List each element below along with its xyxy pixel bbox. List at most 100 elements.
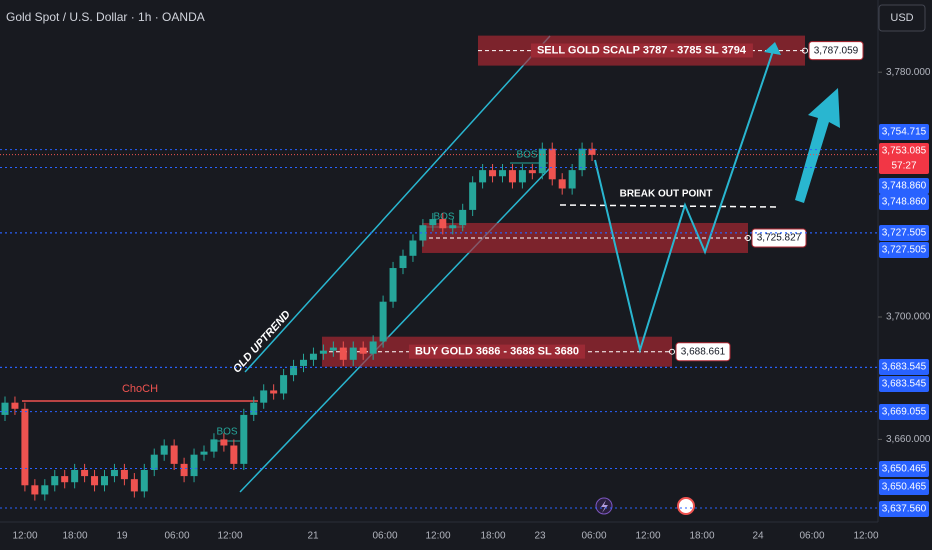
- level-label: 3,669.055: [882, 407, 927, 418]
- candle-body: [210, 439, 218, 452]
- candle-body: [429, 219, 437, 226]
- x-tick-label: 18:00: [62, 531, 87, 542]
- candle-body: [349, 347, 357, 360]
- candle-body: [518, 170, 526, 183]
- zone-price-box: [751, 228, 807, 248]
- zone-text: BUY GOLD 3686 - 3688 SL 3680: [415, 346, 579, 358]
- candle-body: [180, 463, 188, 477]
- y-tick-label: 3,780.000: [886, 67, 931, 78]
- level-box: [879, 225, 929, 241]
- level-label: 3,748.860: [882, 181, 927, 192]
- candle-body: [200, 451, 208, 455]
- candle-body: [190, 454, 198, 477]
- candle-body: [528, 170, 536, 174]
- candle-body: [270, 390, 278, 394]
- level-label: 3,754.715: [882, 127, 927, 138]
- level-box: [879, 479, 929, 495]
- level-label: 3,683.545: [882, 362, 927, 373]
- candle-body: [578, 148, 586, 171]
- level-box: [879, 124, 929, 140]
- candle-body: [81, 469, 89, 477]
- candle-body: [489, 170, 497, 177]
- candle-body: [170, 445, 178, 464]
- zone-price: 3,688.661: [681, 346, 726, 357]
- candle-body: [309, 353, 317, 360]
- candle-body: [439, 219, 447, 229]
- candle-body: [91, 476, 99, 486]
- candle-body: [260, 390, 268, 403]
- level-box: [879, 242, 929, 258]
- level-label: 3,727.505: [882, 245, 927, 256]
- x-tick-label: 12:00: [217, 531, 242, 542]
- level-label: 3,727.505: [882, 228, 927, 239]
- candle-body: [409, 240, 417, 256]
- x-tick-label: 12:00: [425, 531, 450, 542]
- candle-body: [558, 179, 566, 189]
- zone-text-bg: [408, 344, 586, 359]
- candle-body: [399, 255, 407, 269]
- currency-button[interactable]: [878, 4, 926, 32]
- bos-label: BOS: [516, 150, 537, 161]
- candle-body: [499, 170, 506, 177]
- x-tick-label: 06:00: [372, 531, 397, 542]
- candle-body: [51, 476, 59, 486]
- bos-label: BOS: [433, 212, 454, 223]
- candle-body: [538, 148, 546, 174]
- currency[interactable]: USD: [890, 12, 913, 24]
- breakout-line: [559, 204, 779, 208]
- candle-body: [359, 347, 367, 354]
- zone-price-box: [808, 41, 864, 61]
- candle-body: [379, 301, 387, 342]
- candle-body: [319, 350, 327, 354]
- candle-body: [110, 469, 118, 477]
- candle-body: [250, 402, 258, 415]
- trend-label: OLD UPTREND: [231, 308, 293, 375]
- candle-body: [31, 485, 39, 495]
- candle-body: [548, 148, 556, 180]
- zone-text-bg: [530, 43, 753, 58]
- candle-body: [280, 375, 288, 394]
- candle-body: [230, 445, 238, 464]
- chart-title: Gold Spot / U.S. Dollar · 1h · OANDA: [6, 10, 205, 24]
- bos-label: BOS: [216, 427, 237, 438]
- breakout-label: BREAK OUT POINT: [620, 189, 713, 200]
- candle-body: [150, 454, 158, 470]
- candle-body: [101, 476, 108, 486]
- zone-price: 3,725.827: [757, 233, 802, 244]
- level-box: [879, 501, 929, 517]
- candle-body: [508, 170, 516, 183]
- choch-label: ChoCH: [122, 383, 158, 395]
- level-box: [879, 359, 929, 375]
- candle-body: [61, 476, 69, 483]
- x-tick-label: 23: [534, 531, 546, 542]
- candle-body: [130, 479, 138, 492]
- x-tick-label: 21: [307, 531, 319, 542]
- channel-line: [244, 35, 551, 373]
- candle-body: [479, 170, 487, 183]
- candle-body: [160, 445, 168, 455]
- level-box: [879, 404, 929, 420]
- big-arrow: [795, 88, 840, 203]
- zone-text: SELL GOLD SCALP 3787 - 3785 SL 3794: [537, 45, 747, 57]
- candle-body: [220, 439, 228, 446]
- candle-body: [339, 347, 347, 360]
- level-label: 3,683.545: [882, 379, 927, 390]
- level-box: [879, 194, 929, 210]
- level-label: 3,650.465: [882, 464, 927, 475]
- candle-body: [449, 225, 457, 229]
- candle-body: [389, 268, 397, 302]
- candle-body: [11, 402, 19, 409]
- projection-path: [594, 44, 776, 354]
- candle-body: [459, 209, 467, 226]
- level-box: [879, 178, 929, 194]
- candle-body: [1, 402, 9, 415]
- current-price-box: [879, 143, 929, 174]
- flag-icon[interactable]: [677, 497, 695, 515]
- y-tick-label: 3,700.000: [886, 312, 931, 323]
- candle-body: [329, 347, 337, 351]
- current-price-label: 3,753.085: [882, 146, 927, 157]
- level-box: [879, 376, 929, 392]
- x-tick-label: 12:00: [635, 531, 660, 542]
- countdown: 57:27: [891, 161, 916, 172]
